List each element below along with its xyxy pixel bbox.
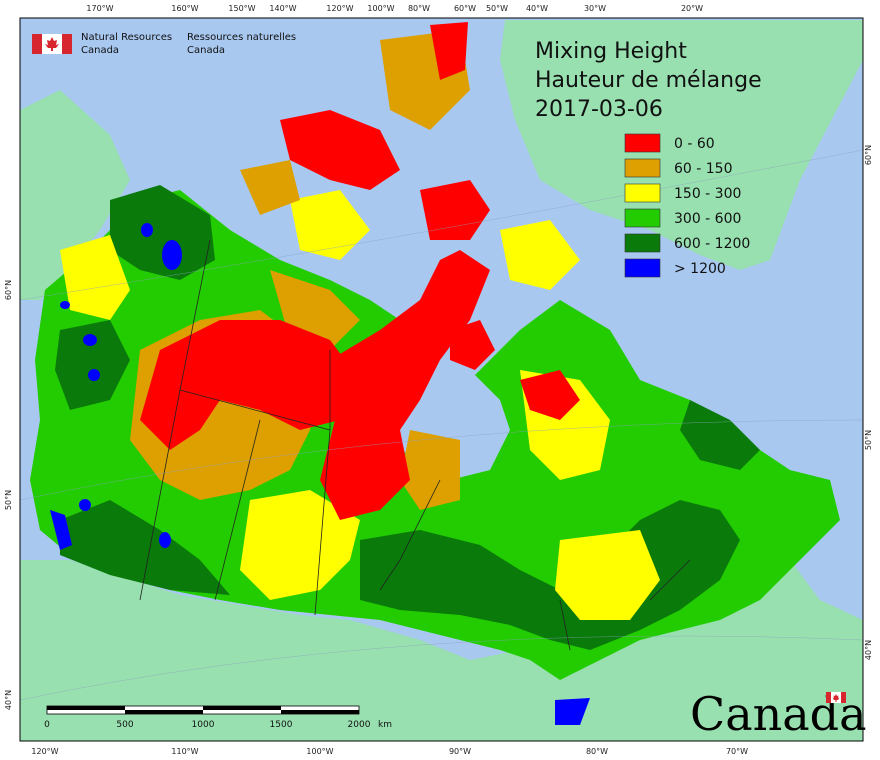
zone-0-60 bbox=[140, 22, 580, 520]
canada-wordmark: Canada bbox=[690, 687, 867, 741]
title-line1: Mixing Height bbox=[535, 39, 687, 64]
tick-label: 40°N bbox=[4, 690, 13, 710]
legend-label: 300 - 600 bbox=[674, 211, 741, 227]
title-line2: Hauteur de mélange bbox=[535, 68, 762, 93]
scale-bar: 0 500 1000 1500 2000 km bbox=[44, 705, 392, 730]
tick-label: 100°W bbox=[367, 4, 394, 13]
map-title: Mixing Height Hauteur de mélange 2017-03… bbox=[535, 39, 762, 122]
bottom-ticks: 120°W 110°W 100°W 90°W 80°W 70°W bbox=[31, 747, 748, 756]
scale-label: 500 bbox=[116, 720, 133, 730]
tick-label: 110°W bbox=[171, 747, 198, 756]
nrcan-signature: Natural Resources Canada Ressources natu… bbox=[32, 32, 296, 56]
legend-label: > 1200 bbox=[674, 261, 726, 277]
tick-label: 60°W bbox=[454, 4, 476, 13]
zone-over-1200 bbox=[50, 223, 590, 725]
alaska-land bbox=[20, 90, 130, 300]
title-date: 2017-03-06 bbox=[535, 97, 663, 122]
tick-label: 50°N bbox=[4, 490, 13, 510]
legend-swatch bbox=[624, 258, 661, 278]
tick-label: 40°W bbox=[526, 4, 548, 13]
legend-swatch bbox=[624, 183, 661, 203]
legend-label: 600 - 1200 bbox=[674, 236, 750, 252]
tick-label: 70°W bbox=[726, 747, 748, 756]
tick-label: 50°N bbox=[864, 430, 873, 450]
wordmark-flag-icon bbox=[826, 692, 846, 703]
agency-en-line2: Canada bbox=[81, 45, 119, 56]
top-ticks: 170°W 160°W 150°W 140°W 120°W 100°W 80°W… bbox=[86, 4, 703, 13]
left-ticks: 60°N 50°N 40°N bbox=[4, 280, 13, 710]
tick-label: 160°W bbox=[171, 4, 198, 13]
map-border bbox=[19, 17, 864, 742]
legend-label: 60 - 150 bbox=[674, 161, 733, 177]
tick-label: 60°N bbox=[4, 280, 13, 300]
scale-label: 0 bbox=[44, 720, 50, 730]
tick-label: 90°W bbox=[449, 747, 471, 756]
legend-swatch bbox=[624, 233, 661, 253]
agency-fr-line1: Ressources naturelles bbox=[187, 32, 296, 43]
zone-150-300 bbox=[60, 190, 660, 620]
tick-label: 140°W bbox=[269, 4, 296, 13]
tick-label: 60°N bbox=[864, 145, 873, 165]
tick-label: 40°N bbox=[864, 640, 873, 660]
legend-swatch bbox=[624, 133, 661, 153]
tick-label: 20°W bbox=[681, 4, 703, 13]
scale-label: 2000 bbox=[348, 720, 371, 730]
tick-label: 80°W bbox=[586, 747, 608, 756]
tick-label: 120°W bbox=[326, 4, 353, 13]
legend: 0 - 60 60 - 150 150 - 300 300 - 600 600 - 12… bbox=[624, 133, 750, 278]
zone-600-1200 bbox=[55, 185, 760, 650]
tick-label: 150°W bbox=[228, 4, 255, 13]
graticule bbox=[20, 149, 863, 701]
tick-label: 50°W bbox=[486, 4, 508, 13]
greenland-land bbox=[500, 20, 863, 270]
tick-label: 100°W bbox=[306, 747, 333, 756]
tick-label: 30°W bbox=[584, 4, 606, 13]
tick-label: 170°W bbox=[86, 4, 113, 13]
legend-swatch bbox=[624, 158, 661, 178]
agency-fr-line2: Canada bbox=[187, 45, 225, 56]
legend-label: 0 - 60 bbox=[674, 136, 715, 152]
canada-flag-icon bbox=[32, 34, 72, 54]
legend-label: 150 - 300 bbox=[674, 186, 741, 202]
province-boundaries bbox=[139, 239, 691, 651]
scale-label: 1000 bbox=[192, 720, 215, 730]
scale-label: 1500 bbox=[270, 720, 293, 730]
legend-swatch bbox=[624, 208, 661, 228]
tick-label: 80°W bbox=[408, 4, 430, 13]
tick-label: 120°W bbox=[31, 747, 58, 756]
scale-unit: km bbox=[378, 720, 392, 730]
right-ticks: 60°N 50°N 40°N bbox=[864, 145, 873, 660]
agency-en-line1: Natural Resources bbox=[81, 32, 172, 43]
